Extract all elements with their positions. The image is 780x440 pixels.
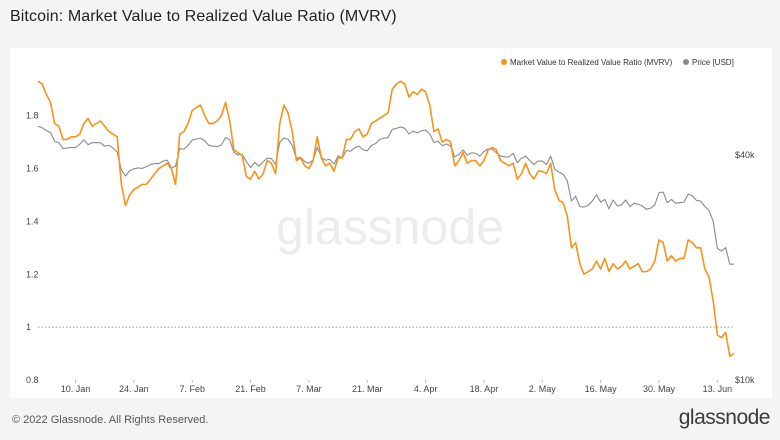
- mvrv-chart: glassnode Market Value to Realized Value…: [26, 58, 755, 394]
- legend-item-mvrv[interactable]: Market Value to Realized Value Ratio (MV…: [501, 58, 673, 67]
- x-tick-label: 7. Mar: [296, 384, 322, 394]
- x-tick-label: 16. May: [585, 384, 618, 394]
- y-axis-left: 0.8 1 1.2 1.4 1.6 1.8: [26, 111, 39, 385]
- legend-label: Market Value to Realized Value Ratio (MV…: [510, 58, 673, 67]
- x-tick-label: 18. Apr: [470, 384, 499, 394]
- y-left-tick-label: 1.6: [26, 164, 39, 174]
- legend-item-price[interactable]: Price [USD]: [683, 58, 734, 67]
- legend-marker: [683, 59, 689, 65]
- x-tick-label: 13. Jun: [703, 384, 733, 394]
- page-title: Bitcoin: Market Value to Realized Value …: [10, 8, 397, 25]
- x-tick-label: 4. Apr: [414, 384, 438, 394]
- x-tick-label: 21. Feb: [235, 384, 266, 394]
- y-right-tick-label: $40k: [735, 150, 755, 160]
- x-tick-label: 30. May: [643, 384, 676, 394]
- price-series-line[interactable]: [37, 125, 734, 265]
- legend-marker: [501, 59, 507, 65]
- x-axis: 10. Jan 24. Jan 7. Feb 21. Feb 7. Mar 21. Mar…: [61, 380, 732, 394]
- x-tick-label: 7. Feb: [179, 384, 205, 394]
- watermark-text: glassnode: [276, 199, 504, 255]
- brand-logo[interactable]: glassnode: [678, 406, 771, 429]
- copyright-text: © 2022 Glassnode. All Rights Reserved.: [12, 414, 209, 426]
- chart-panel: glassnode Market Value to Realized Value…: [10, 48, 772, 398]
- y-right-tick-label: $10k: [735, 375, 755, 385]
- legend[interactable]: Market Value to Realized Value Ratio (MV…: [501, 58, 734, 67]
- y-left-tick-label: 1.4: [26, 216, 39, 226]
- y-left-tick-label: 1.8: [26, 111, 39, 121]
- series-layer[interactable]: [37, 80, 735, 358]
- watermark-layer: glassnode: [276, 199, 504, 255]
- y-left-tick-label: 1: [26, 322, 31, 332]
- x-tick-label: 24. Jan: [119, 384, 149, 394]
- legend-label: Price [USD]: [692, 58, 734, 67]
- y-left-tick-label: 0.8: [26, 375, 39, 385]
- x-tick-label: 2. May: [529, 384, 557, 394]
- y-left-tick-label: 1.2: [26, 269, 39, 279]
- y-axis-right: $10k $40k: [735, 150, 755, 385]
- mvrv-series-line[interactable]: [37, 80, 735, 358]
- x-tick-label: 21. Mar: [352, 384, 383, 394]
- x-tick-label: 10. Jan: [61, 384, 91, 394]
